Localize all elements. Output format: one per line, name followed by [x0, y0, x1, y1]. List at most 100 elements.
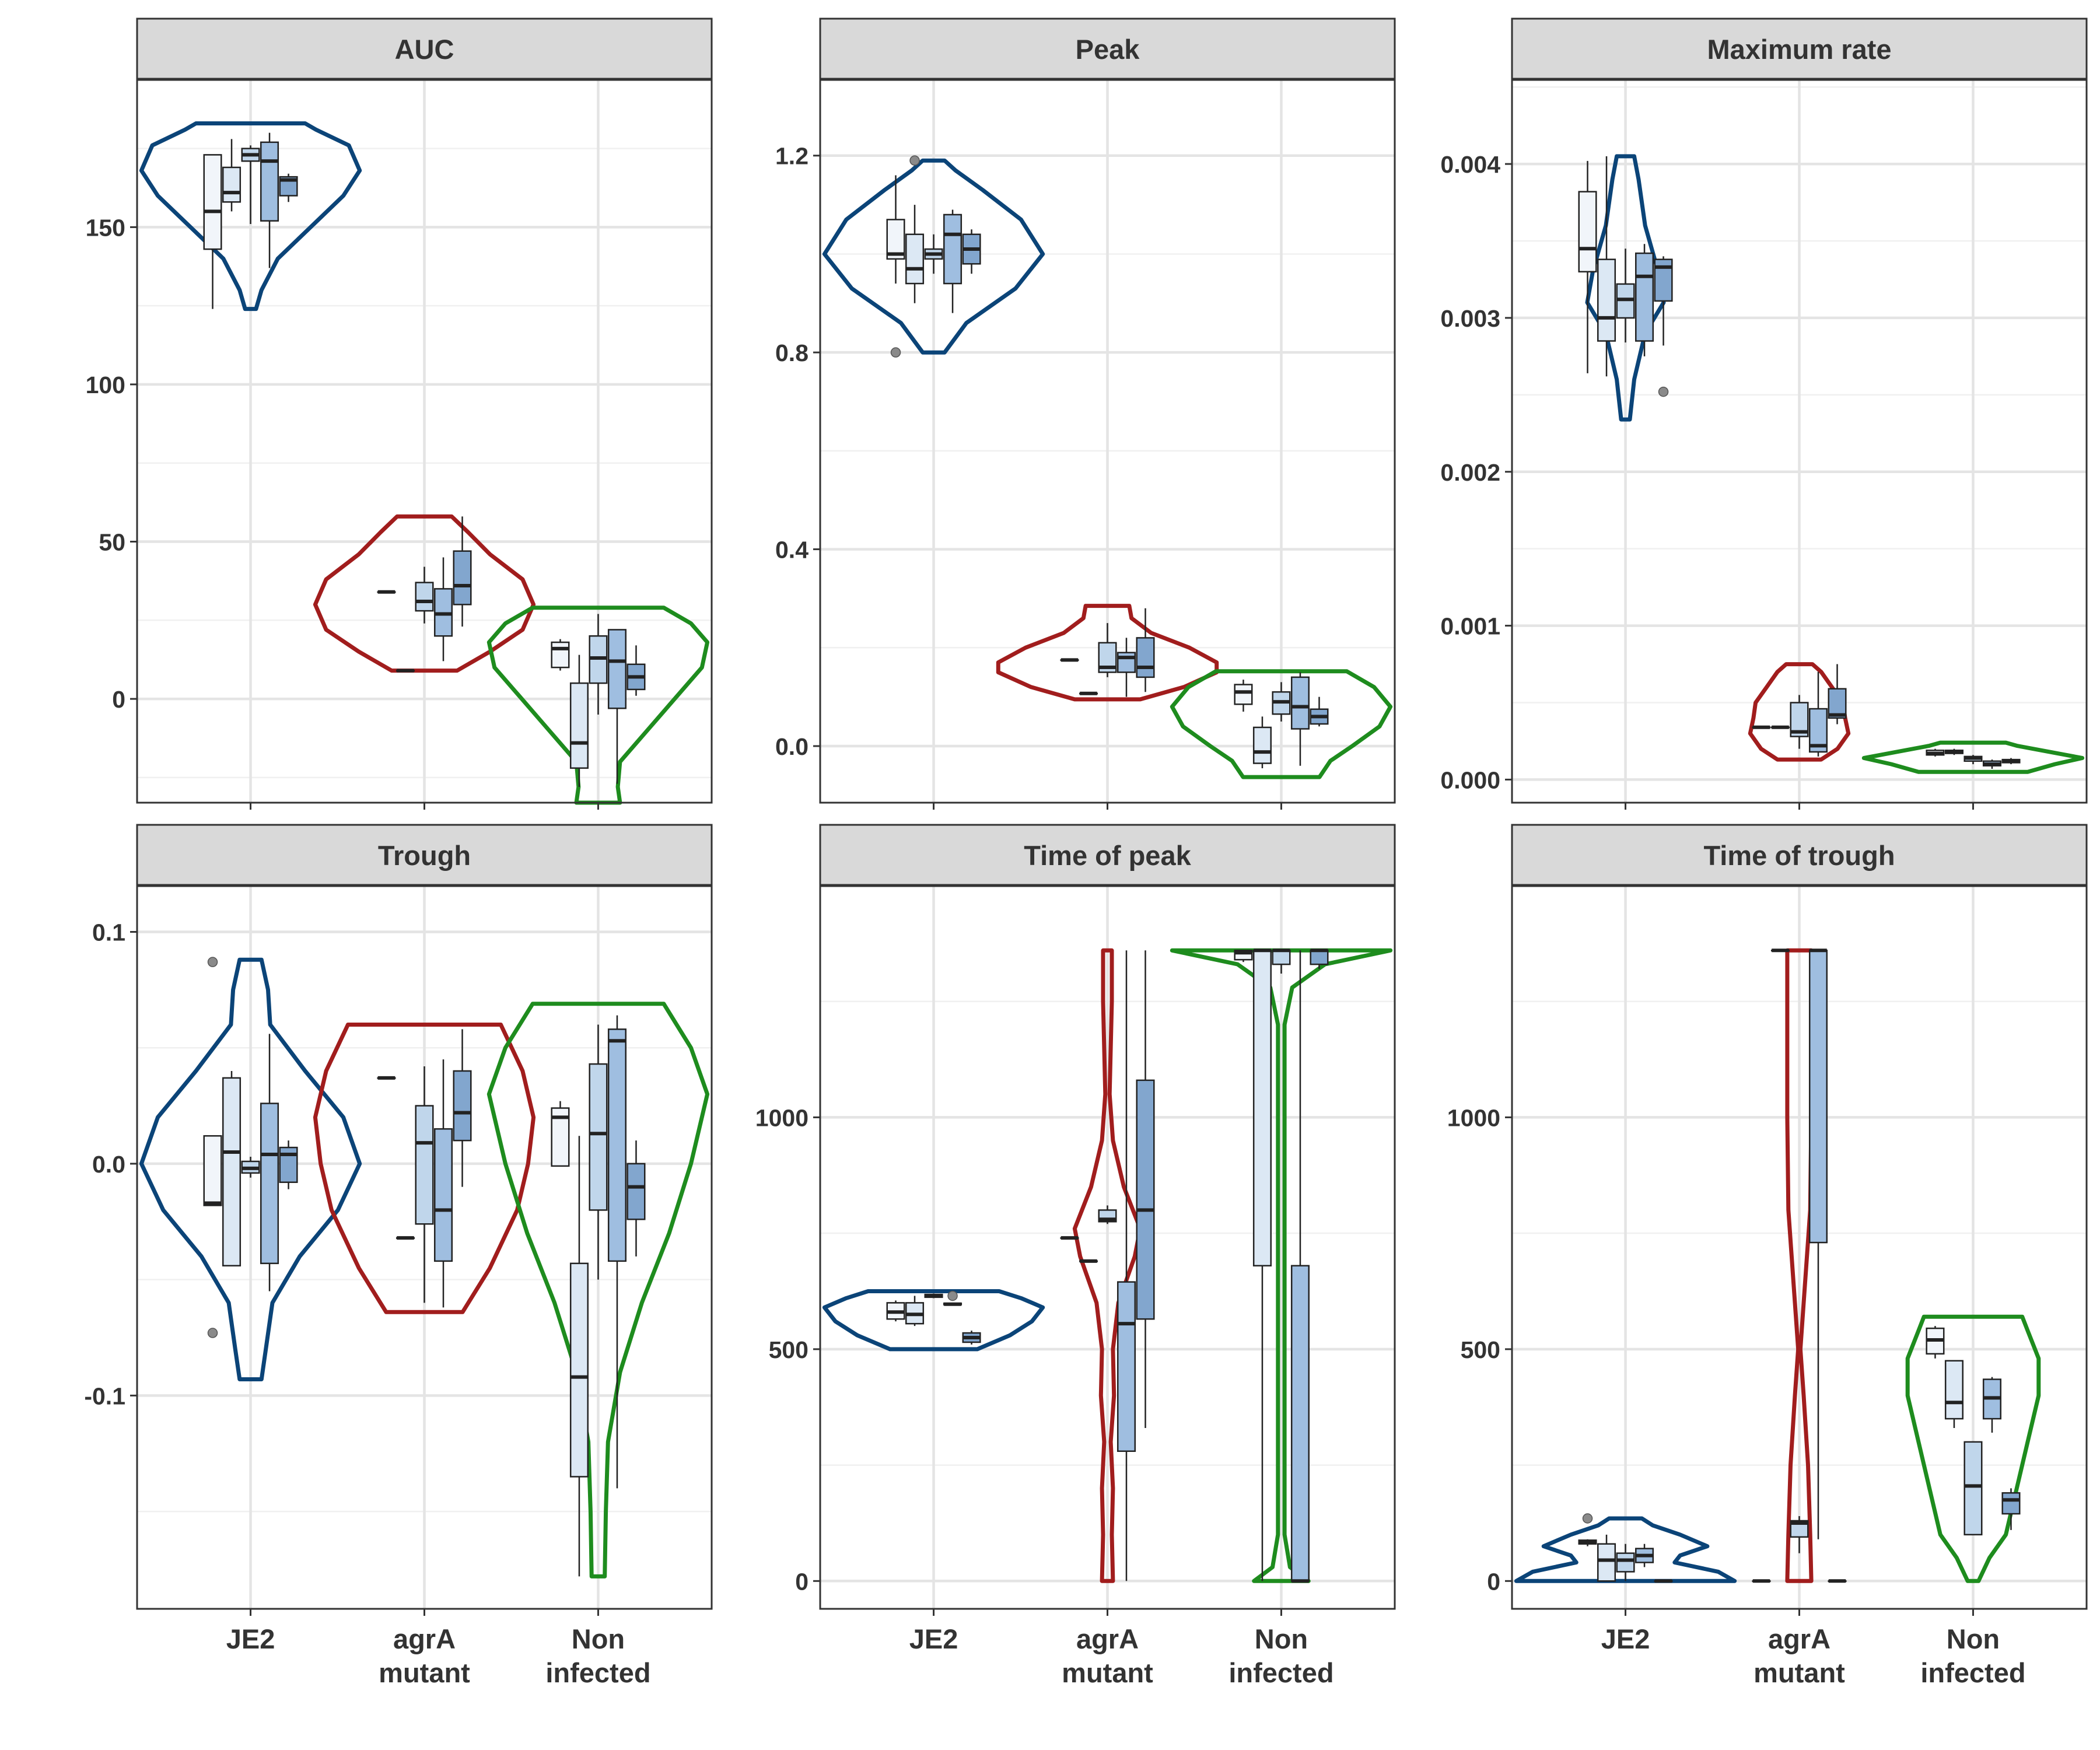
boxplot [1654, 256, 1673, 346]
box-iqr [1252, 726, 1272, 764]
y-tick-label: 0.1 [92, 919, 125, 946]
x-tick-label: JE2 [226, 1623, 275, 1654]
box-iqr [1234, 684, 1253, 705]
box-iqr [453, 1070, 472, 1142]
box-iqr [569, 682, 589, 769]
y-tick-label: 1.2 [775, 143, 808, 170]
x-tick-label: infected [1920, 1657, 2025, 1688]
y-tick-label: 0.0 [775, 733, 808, 760]
x-tick-label: mutant [379, 1657, 470, 1688]
boxplot [453, 1029, 472, 1187]
boxplot [943, 1302, 963, 1306]
violin-non-infected [1170, 669, 1393, 779]
facet-title: Peak [1076, 34, 1140, 65]
boxplot [1808, 671, 1828, 757]
box-iqr [1310, 950, 1329, 965]
x-tick-label: infected [1228, 1657, 1334, 1688]
box-iqr [222, 1077, 242, 1267]
facet-title: AUC [395, 34, 454, 65]
boxplot [569, 1136, 589, 1577]
violin-non-infected [1905, 1314, 2041, 1583]
x-tick-label: Non [572, 1623, 625, 1654]
box-iqr [415, 582, 434, 612]
boxplot [1616, 1544, 1635, 1581]
boxplot [1616, 249, 1635, 343]
boxplot [626, 1140, 646, 1256]
x-tick-label: infected [545, 1657, 650, 1688]
y-tick-label: 0.4 [775, 537, 808, 564]
box-iqr [943, 214, 963, 285]
boxplot [279, 173, 298, 202]
y-tick-label: 0 [112, 686, 125, 713]
box-iqr [1808, 950, 1828, 1244]
violin-non-infected [1861, 740, 2085, 774]
y-tick-label: 0 [1487, 1568, 1500, 1595]
box-iqr [453, 550, 472, 606]
boxplot [1098, 623, 1117, 677]
outlier-point [909, 155, 920, 166]
boxplot [1578, 160, 1597, 373]
x-tick-label: agrA [1768, 1623, 1831, 1654]
outlier-point [947, 1290, 958, 1301]
boxplot [1828, 664, 1847, 724]
facet-strip [1511, 824, 2088, 887]
violin-je2 [822, 158, 1045, 355]
y-tick-label: 0.004 [1440, 151, 1500, 178]
box-iqr [1597, 1543, 1616, 1582]
outlier-point [890, 347, 901, 358]
box-iqr [1116, 652, 1136, 673]
boxplot [203, 154, 222, 309]
x-tick-label: mutant [1062, 1657, 1153, 1688]
boxplot [1982, 1377, 2001, 1433]
boxplot [1597, 156, 1616, 377]
x-tick-label: agrA [1076, 1623, 1139, 1654]
boxplot [943, 209, 963, 313]
y-tick-label: 0.001 [1440, 613, 1500, 640]
box-iqr [1635, 252, 1654, 342]
outlier-point [207, 957, 218, 967]
boxplot [962, 1331, 981, 1345]
facet-title: Time of trough [1703, 840, 1895, 871]
box-iqr [607, 1028, 626, 1262]
box-iqr [1616, 1552, 1635, 1573]
boxplot [1808, 949, 1828, 1539]
box-iqr [433, 1128, 453, 1262]
box-iqr [1290, 676, 1310, 730]
box-iqr [905, 233, 925, 285]
y-tick-label: 0.002 [1440, 459, 1500, 486]
boxplot [1272, 949, 1291, 974]
boxplot [551, 1101, 570, 1167]
boxplot [924, 234, 943, 274]
boxplot [433, 1059, 453, 1308]
boxplot [241, 1157, 260, 1178]
violin-je2 [1585, 154, 1666, 422]
boxplot [260, 132, 279, 268]
boxplot [377, 1076, 396, 1080]
boxplot [1597, 1534, 1616, 1582]
boxplot [222, 1070, 242, 1267]
boxplot [1116, 638, 1136, 697]
boxplot [1926, 748, 1945, 757]
facet-peak: Peak 0.0 0.4 0.8 1.2 [775, 18, 1396, 810]
boxplot [905, 1296, 925, 1326]
boxplot [453, 516, 472, 627]
facet-title: Maximum rate [1707, 34, 1891, 65]
boxplot [222, 139, 242, 212]
violin-agra-mutant [996, 604, 1219, 702]
violin-agra-mutant [313, 514, 536, 673]
boxplot [1234, 680, 1253, 712]
box-iqr [607, 629, 626, 709]
violin-agra-mutant [1072, 948, 1143, 1583]
boxplot [1790, 695, 1809, 749]
boxplot [607, 629, 626, 784]
box-iqr [1252, 950, 1272, 1267]
y-tick-label: 0 [795, 1568, 808, 1595]
box-iqr [1944, 1360, 1964, 1420]
boxplot [1964, 1441, 1983, 1536]
boxplot [2001, 758, 2021, 765]
boxplot [1944, 1360, 1964, 1428]
violin-je2 [1514, 1516, 1737, 1583]
violin-je2 [139, 121, 362, 312]
